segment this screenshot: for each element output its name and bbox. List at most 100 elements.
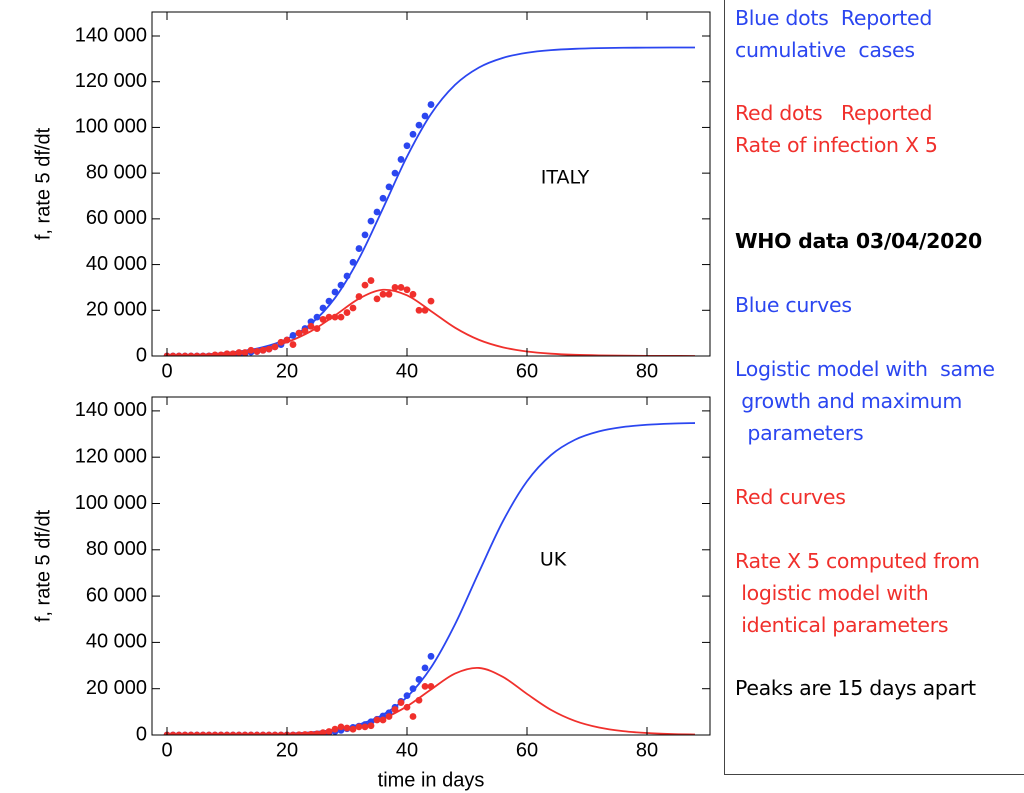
dot	[355, 245, 363, 252]
dot	[175, 352, 183, 356]
dot	[217, 351, 225, 356]
y-axis-label: f, rate 5 df/dt	[32, 127, 54, 240]
x-tick-label: 60	[516, 360, 538, 382]
dot	[427, 297, 435, 305]
y-tick-label: 0	[136, 723, 147, 745]
dot	[373, 295, 381, 303]
dot	[343, 724, 351, 732]
dot	[295, 329, 303, 337]
dot	[199, 731, 207, 735]
dot	[319, 304, 327, 312]
dot	[277, 338, 285, 346]
dot	[253, 731, 261, 735]
dot	[385, 183, 393, 191]
dot	[211, 351, 219, 356]
dot	[355, 293, 363, 300]
legend-note: Blue curves	[735, 289, 852, 321]
dot	[337, 723, 345, 731]
dot	[241, 731, 249, 735]
dot	[247, 731, 255, 735]
plot-area	[163, 46, 696, 356]
dot	[415, 306, 423, 314]
dot	[391, 169, 399, 177]
legend-note: Peaks are 15 days apart	[735, 672, 976, 704]
legend-note: WHO data 03/04/2020	[735, 225, 982, 257]
dot	[319, 316, 327, 323]
dot	[301, 731, 309, 735]
dot	[427, 101, 435, 108]
dot	[271, 343, 279, 351]
note-line: Blue curves	[735, 293, 852, 317]
x-axis-label: time in days	[378, 769, 485, 791]
dot	[421, 664, 429, 672]
dot	[169, 352, 177, 356]
curve	[166, 666, 696, 735]
dot	[211, 731, 219, 735]
note-line: cumulative cases	[735, 38, 915, 62]
dot	[325, 728, 333, 735]
dot	[427, 682, 435, 690]
dot	[373, 208, 381, 216]
note-line: Red dots Reported	[735, 101, 933, 125]
dot	[343, 309, 351, 316]
dot	[253, 348, 261, 355]
dot	[187, 352, 195, 356]
y-tick-label: 60 000	[86, 584, 147, 606]
y-tick-label: 40 000	[86, 631, 147, 653]
dot	[229, 731, 237, 735]
dot	[403, 286, 411, 294]
legend-note: Logistic model with same growth and maxi…	[735, 353, 995, 449]
dot	[367, 217, 375, 225]
dot	[313, 325, 321, 332]
dot	[385, 290, 393, 298]
dot	[337, 281, 345, 289]
dot	[379, 290, 387, 298]
legend-note: Rate X 5 computed from logistic model wi…	[735, 545, 980, 641]
note-line: Peaks are 15 days apart	[735, 676, 976, 700]
x-tick-label: 80	[636, 739, 658, 761]
dot	[361, 231, 369, 239]
note-line: growth and maximum	[735, 389, 963, 413]
dot	[397, 284, 405, 291]
note-line: Rate of infection X 5	[735, 133, 938, 157]
dot	[403, 703, 411, 711]
dot	[319, 729, 327, 735]
y-tick-label: 60 000	[86, 207, 147, 229]
dot	[193, 352, 201, 356]
dot	[421, 682, 429, 690]
dot	[265, 345, 273, 353]
dot	[427, 652, 435, 660]
dot	[349, 258, 357, 266]
dot	[349, 304, 357, 312]
x-tick-label: 0	[161, 739, 172, 761]
dot	[403, 692, 411, 700]
note-line: Blue dots Reported	[735, 6, 933, 30]
x-tick-label: 40	[396, 360, 418, 382]
x-tick-label: 40	[396, 739, 418, 761]
sidebar: Blue dots Reported cumulative cases Red do…	[724, 0, 1024, 775]
frame	[151, 11, 711, 357]
dot	[295, 731, 303, 735]
dot	[361, 723, 369, 731]
dot	[289, 731, 297, 735]
legend-note: Red curves	[735, 481, 846, 513]
dot	[181, 352, 189, 356]
dot	[409, 290, 417, 298]
curve	[166, 46, 696, 356]
dot	[175, 731, 183, 735]
dot	[181, 731, 189, 735]
dot	[235, 349, 243, 356]
y-tick-label: 140 000	[75, 24, 147, 46]
dot	[223, 731, 231, 735]
dot	[343, 272, 351, 280]
dot	[337, 313, 345, 321]
dot	[283, 336, 291, 344]
y-tick-label: 120 000	[75, 70, 147, 92]
x-tick-label: 80	[636, 360, 658, 382]
y-tick-label: 140 000	[75, 399, 147, 421]
annotation: UK	[540, 549, 567, 571]
dot	[331, 288, 339, 296]
dot	[403, 142, 411, 150]
dot	[313, 313, 321, 321]
x-tick-label: 20	[276, 739, 298, 761]
